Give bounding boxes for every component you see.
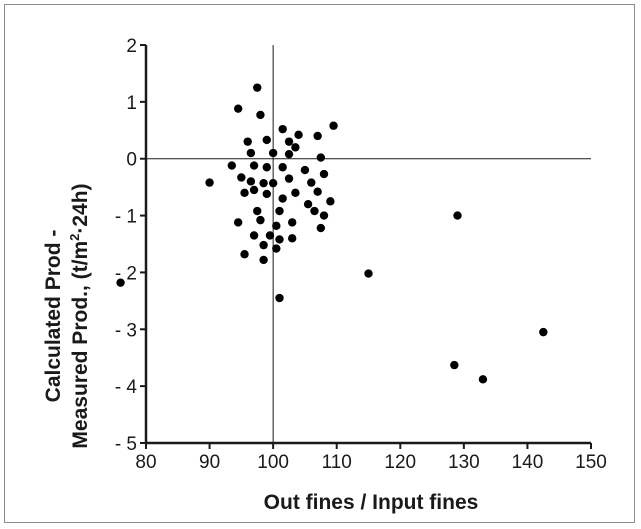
data-point [288,234,297,243]
data-point [364,269,373,278]
data-point [256,110,265,120]
data-point [453,211,462,220]
data-point [233,218,243,227]
data-point [300,165,310,175]
data-point [240,250,249,259]
data-point [291,188,300,198]
x-tick-label: 140 [512,452,544,473]
data-point [259,178,268,188]
x-tick-label: 150 [575,452,607,473]
data-point [243,137,252,146]
y-axis-title: Calculated Prod - Measured Prod., (t/m2·… [42,183,92,448]
y-axis-title-line2-prefix: Measured Prod., (t/m [69,241,92,449]
y-tick-label: 2 [126,36,137,57]
x-tick-label: 110 [322,452,352,473]
axes [144,45,591,445]
data-point [249,231,259,240]
data-point [450,360,459,370]
data-point [303,200,313,209]
data-point [262,163,271,172]
figure-frame [4,4,635,523]
data-point [284,149,294,159]
data-point [275,206,284,216]
data-point [319,169,329,179]
data-point [262,135,271,145]
ticks: 210- 1- 2- 3- 4- 580 90 100 110 120 130 140 150 [115,36,607,473]
data-point [272,244,281,253]
data-point [329,121,338,130]
data-point [262,189,271,199]
reference-lines [146,45,591,443]
data-point [316,153,326,162]
y-tick-label: 0 [126,150,137,171]
data-point [310,206,319,216]
data-point [268,148,278,158]
data-point [316,223,326,233]
data-point [246,177,256,186]
data-point [278,194,287,203]
y-tick-label: - 3 [115,320,137,341]
data-point [294,130,303,140]
y-tick-label: - 5 [115,434,137,455]
data-point [233,104,243,113]
data-point [253,83,262,92]
data-point [249,161,259,170]
x-tick-label: 120 [384,452,416,473]
x-tick-label: 90 [199,452,220,473]
y-axis-title-line2-suffix: ·24h) [69,183,92,233]
data-point [284,137,294,146]
data-point [246,148,256,158]
y-tick-label: - 1 [115,207,137,228]
data-point [259,255,268,265]
data-point [313,131,322,141]
data-point [478,375,488,384]
data-point [288,218,297,227]
data-point [278,163,287,172]
data-point [253,206,262,216]
data-point [268,178,278,188]
data-point [275,293,284,303]
data-point [237,173,246,182]
data-point [539,327,548,337]
x-tick-label: 130 [448,452,480,473]
y-axis-title-line2-sup: 2 [67,234,82,241]
data-point [116,278,125,287]
data-point [291,143,300,152]
data-point [249,185,259,195]
data-point [240,188,249,198]
data-point [256,215,265,225]
y-axis-title-line1: Calculated Prod - [42,230,65,403]
data-point [259,240,268,250]
x-tick-label: 100 [257,452,289,473]
data-point [278,124,287,134]
y-tick-label: - 4 [115,377,138,398]
data-point [307,178,316,187]
y-axis-title-line2: Measured Prod., (t/m2·24h) [67,183,92,448]
data-point [284,174,294,183]
data-point [227,161,237,170]
data-point [319,211,329,220]
data-points [116,83,548,384]
data-point [272,221,281,231]
data-point [313,187,322,196]
data-point [265,231,275,240]
x-tick-label: 80 [135,452,156,473]
x-axis-title: Out fines / Input fines [264,491,479,514]
y-tick-label: 1 [126,93,137,114]
data-point [326,197,335,206]
data-point [205,178,214,187]
data-point [275,235,284,244]
